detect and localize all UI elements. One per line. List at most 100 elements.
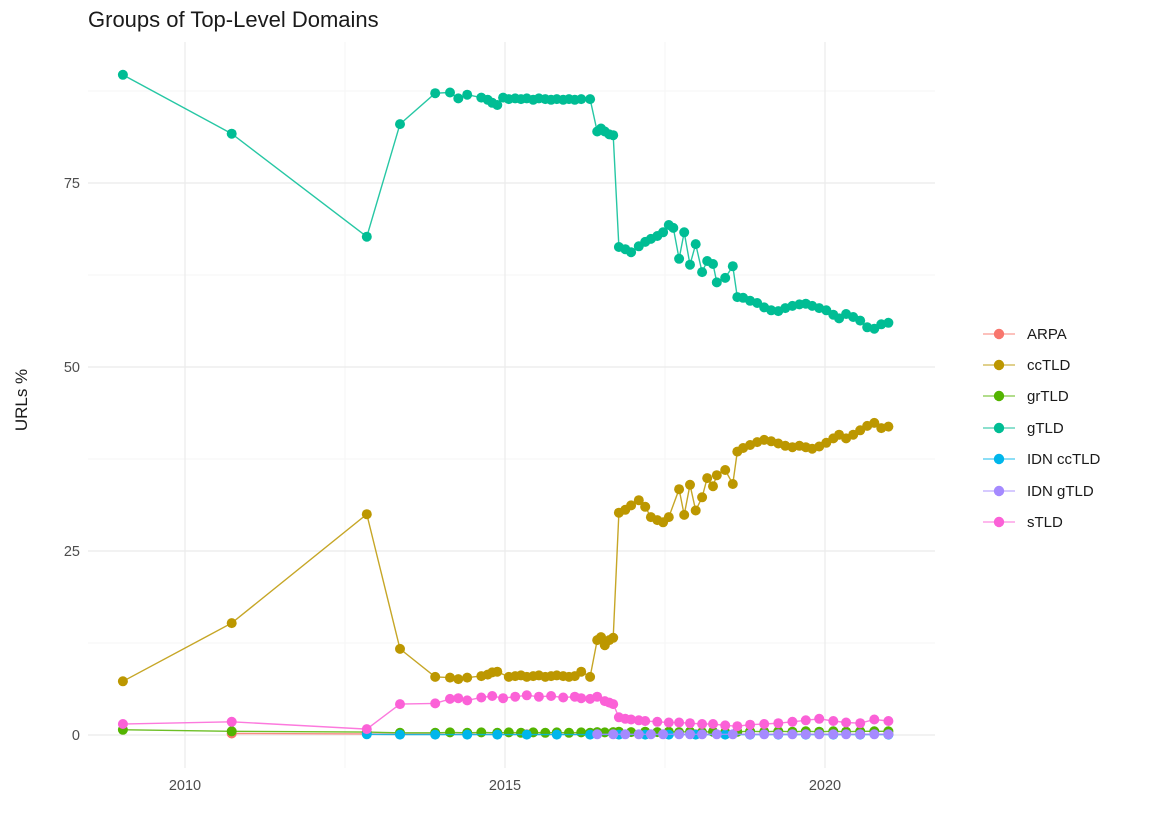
- data-point: [708, 481, 718, 491]
- data-point: [652, 717, 662, 727]
- data-point: [540, 728, 550, 738]
- data-point: [445, 673, 455, 683]
- data-point: [697, 729, 707, 739]
- data-point: [362, 232, 372, 242]
- data-point: [773, 729, 783, 739]
- data-point: [487, 691, 497, 701]
- data-point: [841, 718, 851, 728]
- data-point: [828, 716, 838, 726]
- data-point: [620, 729, 630, 739]
- data-point: [855, 718, 865, 728]
- data-point: [855, 729, 865, 739]
- y-tick-0: 0: [72, 728, 80, 744]
- legend-dot-swatch: [994, 360, 1004, 370]
- data-point: [697, 492, 707, 502]
- data-point: [430, 672, 440, 682]
- data-point: [227, 717, 237, 727]
- data-point: [685, 729, 695, 739]
- data-point: [674, 729, 684, 739]
- data-point: [492, 730, 502, 740]
- data-point: [702, 473, 712, 483]
- data-point: [691, 506, 701, 516]
- legend-label: IDN ccTLD: [1027, 451, 1101, 468]
- data-point: [728, 479, 738, 489]
- data-point: [691, 239, 701, 249]
- data-point: [674, 484, 684, 494]
- data-point: [801, 729, 811, 739]
- data-point: [685, 480, 695, 490]
- data-point: [492, 667, 502, 677]
- data-point: [697, 267, 707, 277]
- data-point: [679, 510, 689, 520]
- legend-label: gTLD: [1027, 420, 1064, 437]
- data-point: [362, 724, 372, 734]
- x-tick-2020: 2020: [809, 778, 841, 794]
- data-point: [732, 721, 742, 731]
- data-point: [720, 720, 730, 730]
- data-point: [773, 718, 783, 728]
- legend-dot-swatch: [994, 391, 1004, 401]
- data-point: [640, 502, 650, 512]
- data-point: [462, 673, 472, 683]
- data-point: [728, 261, 738, 271]
- data-point: [592, 729, 602, 739]
- data-point: [395, 699, 405, 709]
- legend-label: ARPA: [1027, 326, 1067, 343]
- legend-label: sTLD: [1027, 514, 1063, 531]
- data-point: [608, 729, 618, 739]
- legend-label: ccTLD: [1027, 357, 1071, 374]
- data-point: [462, 730, 472, 740]
- data-point: [883, 318, 893, 328]
- data-point: [227, 726, 237, 736]
- data-point: [453, 693, 463, 703]
- data-point: [708, 719, 718, 729]
- data-point: [576, 693, 586, 703]
- data-point: [668, 223, 678, 233]
- data-point: [395, 119, 405, 129]
- y-tick-25: 25: [64, 544, 80, 560]
- data-point: [445, 88, 455, 98]
- data-point: [685, 260, 695, 270]
- data-point: [712, 729, 722, 739]
- data-point: [118, 70, 128, 80]
- y-tick-75: 75: [64, 176, 80, 192]
- data-point: [546, 691, 556, 701]
- data-point: [708, 259, 718, 269]
- data-point: [745, 720, 755, 730]
- data-point: [814, 714, 824, 724]
- data-point: [608, 130, 618, 140]
- data-point: [697, 719, 707, 729]
- data-point: [759, 719, 769, 729]
- legend-dot-swatch: [994, 454, 1004, 464]
- data-point: [664, 512, 674, 522]
- data-point: [759, 729, 769, 739]
- y-tick-50: 50: [64, 360, 80, 376]
- data-point: [395, 644, 405, 654]
- data-point: [462, 695, 472, 705]
- data-point: [640, 716, 650, 726]
- data-point: [227, 129, 237, 139]
- data-point: [801, 715, 811, 725]
- data-point: [664, 718, 674, 728]
- data-point: [362, 509, 372, 519]
- data-point: [558, 693, 568, 703]
- data-point: [576, 94, 586, 104]
- data-point: [585, 672, 595, 682]
- data-point: [445, 727, 455, 737]
- data-point: [712, 470, 722, 480]
- data-point: [576, 667, 586, 677]
- data-point: [869, 715, 879, 725]
- data-point: [841, 729, 851, 739]
- data-point: [745, 729, 755, 739]
- legend-label: IDN gTLD: [1027, 483, 1094, 500]
- data-point: [883, 716, 893, 726]
- data-point: [674, 254, 684, 264]
- data-point: [674, 718, 684, 728]
- data-point: [585, 94, 595, 104]
- data-point: [534, 692, 544, 702]
- legend-dot-swatch: [994, 329, 1004, 339]
- data-point: [576, 727, 586, 737]
- data-point: [430, 730, 440, 740]
- chart-title: Groups of Top-Level Domains: [88, 7, 379, 32]
